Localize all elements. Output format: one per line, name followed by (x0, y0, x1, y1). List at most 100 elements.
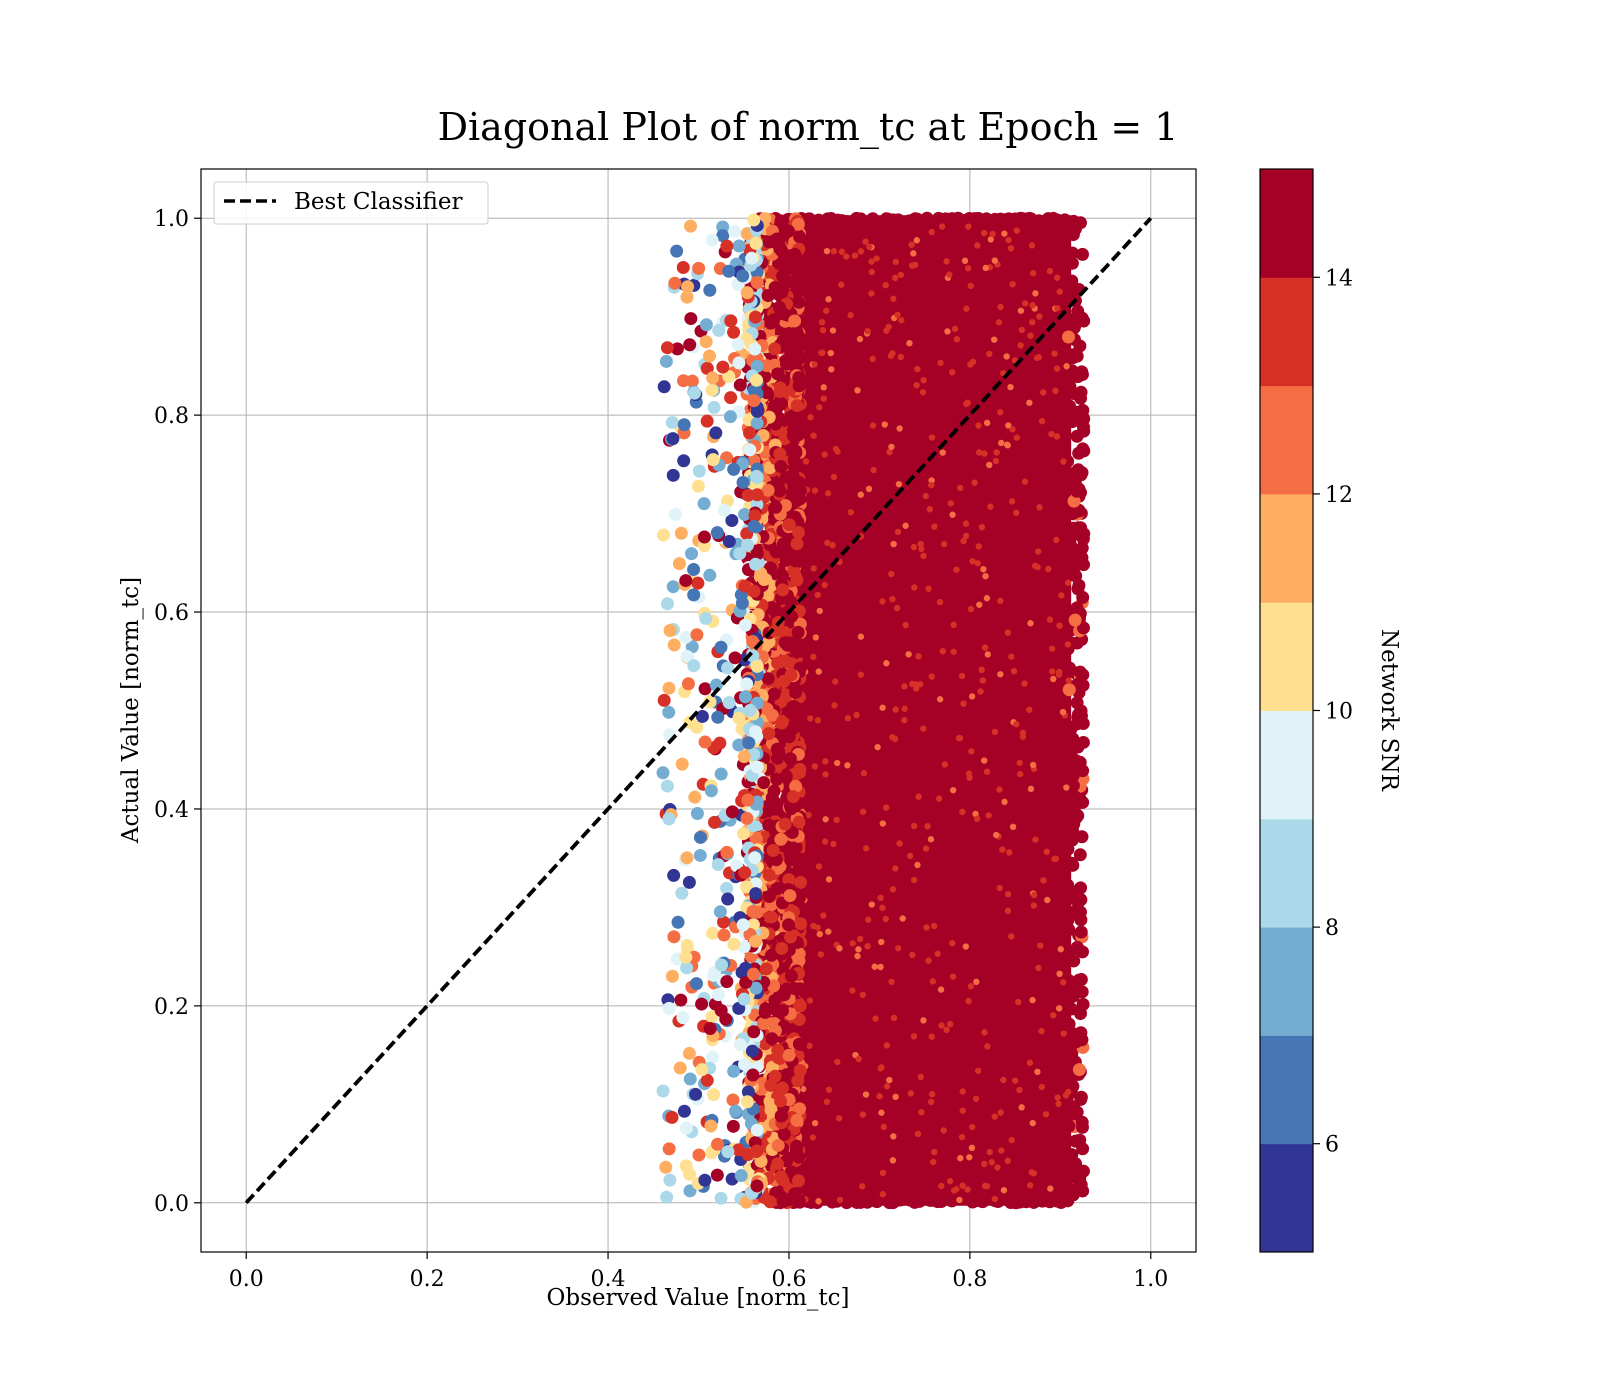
scatter-point (920, 377, 927, 384)
scatter-point (691, 479, 705, 493)
scatter-point (776, 714, 790, 728)
scatter-point (733, 378, 747, 392)
scatter-point (662, 1142, 676, 1156)
scatter-point (879, 1169, 887, 1177)
scatter-point (957, 484, 964, 492)
scatter-point (771, 656, 785, 670)
scatter-point (959, 1088, 966, 1095)
scatter-point (820, 384, 827, 391)
scatter-point (670, 244, 684, 258)
scatter-point (767, 979, 781, 993)
scatter-point (1072, 412, 1086, 426)
scatter-point (836, 945, 843, 952)
scatter-point (1029, 1119, 1036, 1127)
scatter-point (1016, 1086, 1023, 1094)
scatter-point (953, 1185, 960, 1193)
scatter-point (1072, 446, 1086, 460)
scatter-point (708, 815, 722, 829)
scatter-point (995, 319, 1003, 326)
scatter-point (883, 327, 890, 334)
scatter-point (958, 672, 966, 680)
colorbar-segment (1260, 493, 1313, 603)
scatter-point (889, 886, 897, 893)
scatter-point (746, 967, 760, 981)
scatter-point (1000, 1187, 1008, 1194)
scatter-point (762, 890, 776, 904)
scatter-point (851, 252, 859, 259)
scatter-point (1076, 1142, 1090, 1156)
scatter-point (722, 696, 736, 710)
scatter-point (987, 503, 994, 510)
scatter-point (683, 1072, 697, 1086)
scatter-point (1034, 1068, 1041, 1076)
scatter-point (953, 335, 961, 343)
scatter-point (986, 1148, 993, 1156)
scatter-point (831, 702, 838, 709)
scatter-point (732, 738, 746, 752)
scatter-point (679, 630, 693, 644)
scatter-point (959, 1182, 966, 1189)
scatter-point (675, 886, 689, 900)
scatter-point (698, 682, 712, 696)
scatter-point (971, 479, 978, 486)
scatter-point (712, 323, 726, 337)
scatter-point (1066, 779, 1080, 793)
scatter-point (778, 636, 792, 650)
scatter-point (1022, 300, 1029, 307)
scatter-point (676, 1011, 690, 1025)
scatter-point (776, 1195, 790, 1209)
scatter-point (1055, 1005, 1063, 1012)
scatter-point (915, 793, 922, 800)
legend-box (213, 181, 489, 225)
scatter-point (959, 808, 966, 816)
scatter-point (726, 1119, 740, 1133)
scatter-point (736, 918, 750, 932)
scatter-point (1046, 267, 1054, 275)
scatter-point (1075, 368, 1089, 382)
scatter-point (786, 275, 800, 289)
scatter-point (761, 672, 775, 686)
scatter-point (1004, 907, 1012, 915)
scatter-point (946, 1020, 954, 1028)
scatter-point (781, 918, 795, 932)
scatter-point (965, 223, 972, 230)
scatter-point (705, 233, 719, 247)
scatter-point (980, 757, 988, 764)
scatter-point (766, 843, 780, 857)
scatter-point (922, 845, 930, 852)
scatter-point (741, 538, 755, 552)
scatter-point (747, 519, 761, 533)
scatter-point (1008, 933, 1015, 940)
scatter-point (828, 366, 835, 373)
scatter-point (656, 1084, 670, 1098)
scatter-point (681, 280, 695, 294)
scatter-point (1008, 653, 1015, 660)
scatter-point (997, 439, 1005, 447)
scatter-point (1063, 1182, 1077, 1196)
scatter-point (747, 584, 761, 598)
scatter-point (911, 584, 918, 591)
scatter-point (997, 671, 1004, 678)
scatter-point (735, 596, 749, 610)
scatter-point (1054, 305, 1061, 312)
scatter-point (680, 961, 694, 975)
scatter-point (709, 426, 723, 440)
scatter-point (877, 894, 884, 902)
scatter-point (750, 659, 764, 673)
scatter-point (918, 545, 925, 553)
scatter-point (949, 369, 956, 376)
scatter-point (951, 325, 959, 333)
scatter-point (705, 383, 719, 397)
scatter-point (929, 978, 936, 985)
y-tick-label: 0.8 (154, 404, 189, 429)
scatter-point (969, 558, 976, 565)
scatter-point (940, 1127, 947, 1134)
scatter-point (764, 561, 778, 575)
scatter-point (928, 673, 935, 680)
scatter-point (739, 975, 753, 989)
scatter-point (1075, 1120, 1089, 1134)
scatter-point (1038, 418, 1046, 425)
scatter-point (699, 335, 713, 349)
scatter-point (747, 1025, 761, 1039)
scatter-point (663, 1173, 677, 1187)
